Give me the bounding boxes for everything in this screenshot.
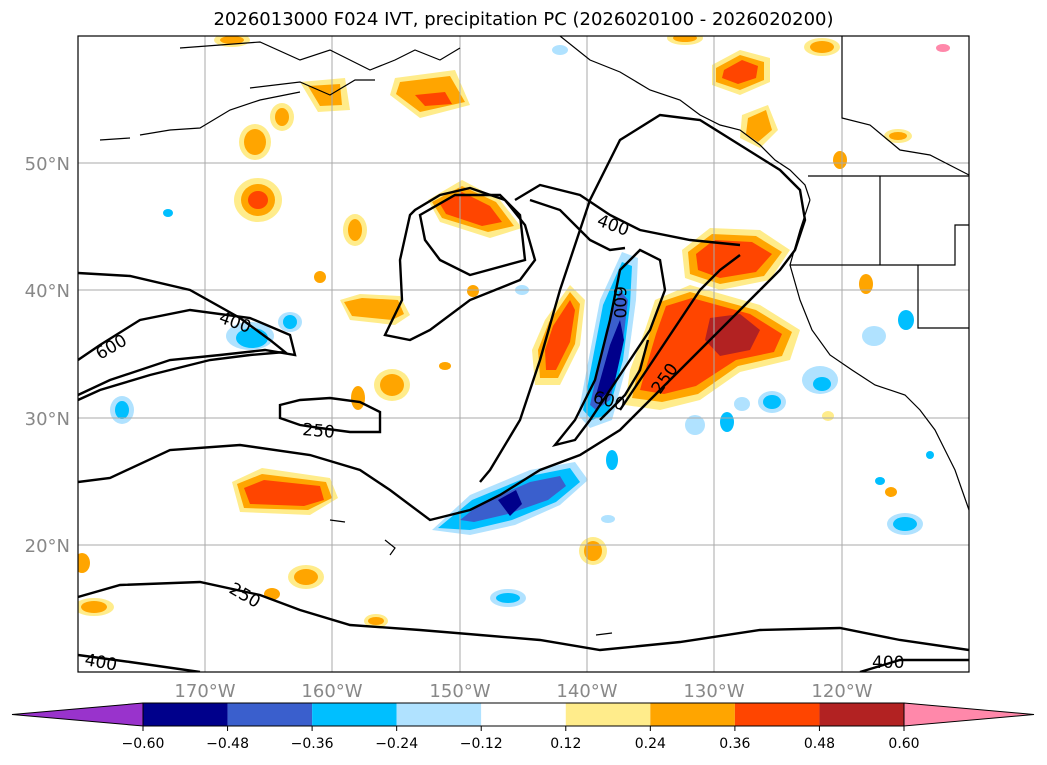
precip-fill-positive <box>78 36 950 628</box>
lon-label: 150°W <box>429 681 490 702</box>
colorbar-tick-label: −0.12 <box>460 736 503 752</box>
colorbar-tick-label: 0.60 <box>888 736 919 752</box>
colorbar-segment <box>819 703 904 726</box>
plot-frame <box>77 35 970 673</box>
lat-label: 20°N <box>25 536 70 557</box>
ivt-contours <box>78 113 969 672</box>
contour-label: 400 <box>83 650 118 675</box>
colorbar-tick-label: 0.48 <box>804 736 835 752</box>
colorbar-tick-label: 0.24 <box>635 736 666 752</box>
lon-label: 120°W <box>811 681 872 702</box>
colorbar-segment <box>143 703 228 726</box>
coastlines <box>99 36 969 636</box>
colorbar-segment <box>396 703 482 726</box>
contour-label: 400 <box>872 653 904 673</box>
lon-label: 140°W <box>556 681 617 702</box>
plot-area <box>78 36 969 672</box>
colorbar-extend-low <box>11 702 144 727</box>
colorbar-segment <box>227 703 313 726</box>
colorbar-tick-label: −0.36 <box>291 736 334 752</box>
lon-label: 160°W <box>301 681 362 702</box>
gridlines <box>78 36 969 672</box>
colorbar-tick-label: 0.12 <box>550 736 581 752</box>
lat-label: 50°N <box>25 154 70 175</box>
colorbar-outline <box>142 702 905 727</box>
colorbar-tick-label: 0.36 <box>719 736 750 752</box>
lon-label: 170°W <box>174 681 235 702</box>
colorbar-tick-label: −0.48 <box>206 736 249 752</box>
colorbar-tick-label: −0.24 <box>375 736 418 752</box>
contour-label: 250 <box>302 420 336 443</box>
lon-tick-labels: 170°W 160°W 150°W 140°W 130°W 120°W <box>174 681 872 702</box>
colorbar-tick-label: −0.60 <box>122 736 165 752</box>
contour-label: 600 <box>609 286 629 318</box>
colorbar-tick-labels: −0.60 −0.48 −0.36 −0.24 −0.12 0.12 0.24 0.36 0.4… <box>122 726 920 752</box>
colorbar-segment <box>734 703 820 726</box>
lat-tick-labels: 50°N 40°N 30°N 20°N <box>25 154 70 557</box>
colorbar <box>11 702 1035 727</box>
colorbar-segment <box>312 703 397 726</box>
colorbar-segment <box>650 703 735 726</box>
colorbar-segment <box>565 703 651 726</box>
lat-label: 30°N <box>25 409 70 430</box>
lat-label: 40°N <box>25 281 70 302</box>
lon-label: 130°W <box>683 681 744 702</box>
colorbar-segment <box>481 703 566 726</box>
chart-title: 2026013000 F024 IVT, precipitation PC (2… <box>213 9 834 30</box>
colorbar-extend-high <box>903 702 1035 727</box>
